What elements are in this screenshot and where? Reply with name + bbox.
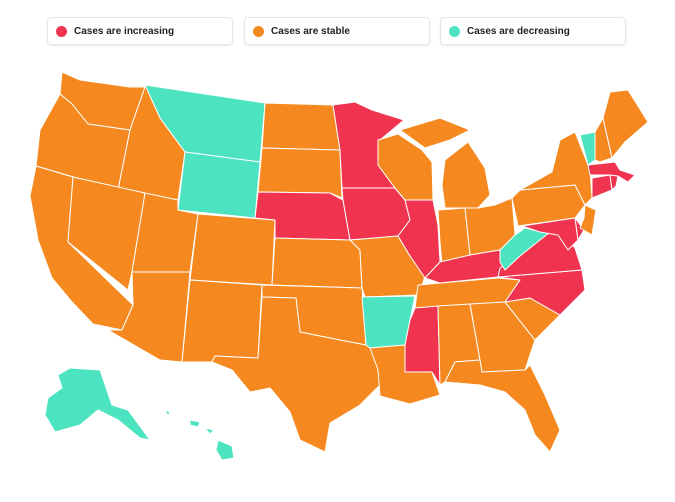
state-ms[interactable] (404, 305, 441, 386)
state-ma[interactable] (587, 161, 636, 183)
legend-label-decreasing: Cases are decreasing (467, 25, 570, 37)
state-nm[interactable] (181, 279, 263, 363)
legend-item-stable[interactable]: Cases are stable (244, 17, 430, 45)
state-mi[interactable] (399, 117, 491, 209)
state-me[interactable] (602, 89, 649, 159)
state-sd[interactable] (257, 147, 343, 199)
state-nc[interactable] (497, 269, 586, 316)
state-de[interactable] (574, 217, 585, 241)
state-co[interactable] (189, 213, 276, 286)
legend-item-increasing[interactable]: Cases are increasing (47, 17, 233, 45)
legend: Cases are increasing Cases are stable Ca… (47, 17, 627, 45)
state-ak[interactable] (44, 367, 151, 441)
state-ct[interactable] (591, 174, 613, 199)
decreasing-swatch-icon (449, 25, 460, 37)
legend-label-increasing: Cases are increasing (74, 25, 175, 37)
state-fl[interactable] (444, 359, 561, 453)
state-nj[interactable] (579, 204, 597, 236)
state-ia[interactable] (341, 187, 411, 241)
state-nd[interactable] (261, 102, 341, 151)
state-ri[interactable] (609, 174, 619, 191)
state-nv[interactable] (67, 176, 146, 291)
legend-label-stable: Cases are stable (271, 25, 350, 37)
state-ks[interactable] (271, 237, 363, 289)
legend-item-decreasing[interactable]: Cases are decreasing (440, 17, 626, 45)
state-hi[interactable] (164, 409, 235, 461)
increasing-swatch-icon (56, 25, 67, 37)
state-wy[interactable] (177, 151, 261, 219)
state-nh[interactable] (594, 117, 613, 163)
state-wv[interactable] (499, 227, 556, 271)
stable-swatch-icon (253, 25, 264, 37)
state-az[interactable] (107, 271, 191, 363)
state-tx[interactable] (211, 296, 381, 453)
